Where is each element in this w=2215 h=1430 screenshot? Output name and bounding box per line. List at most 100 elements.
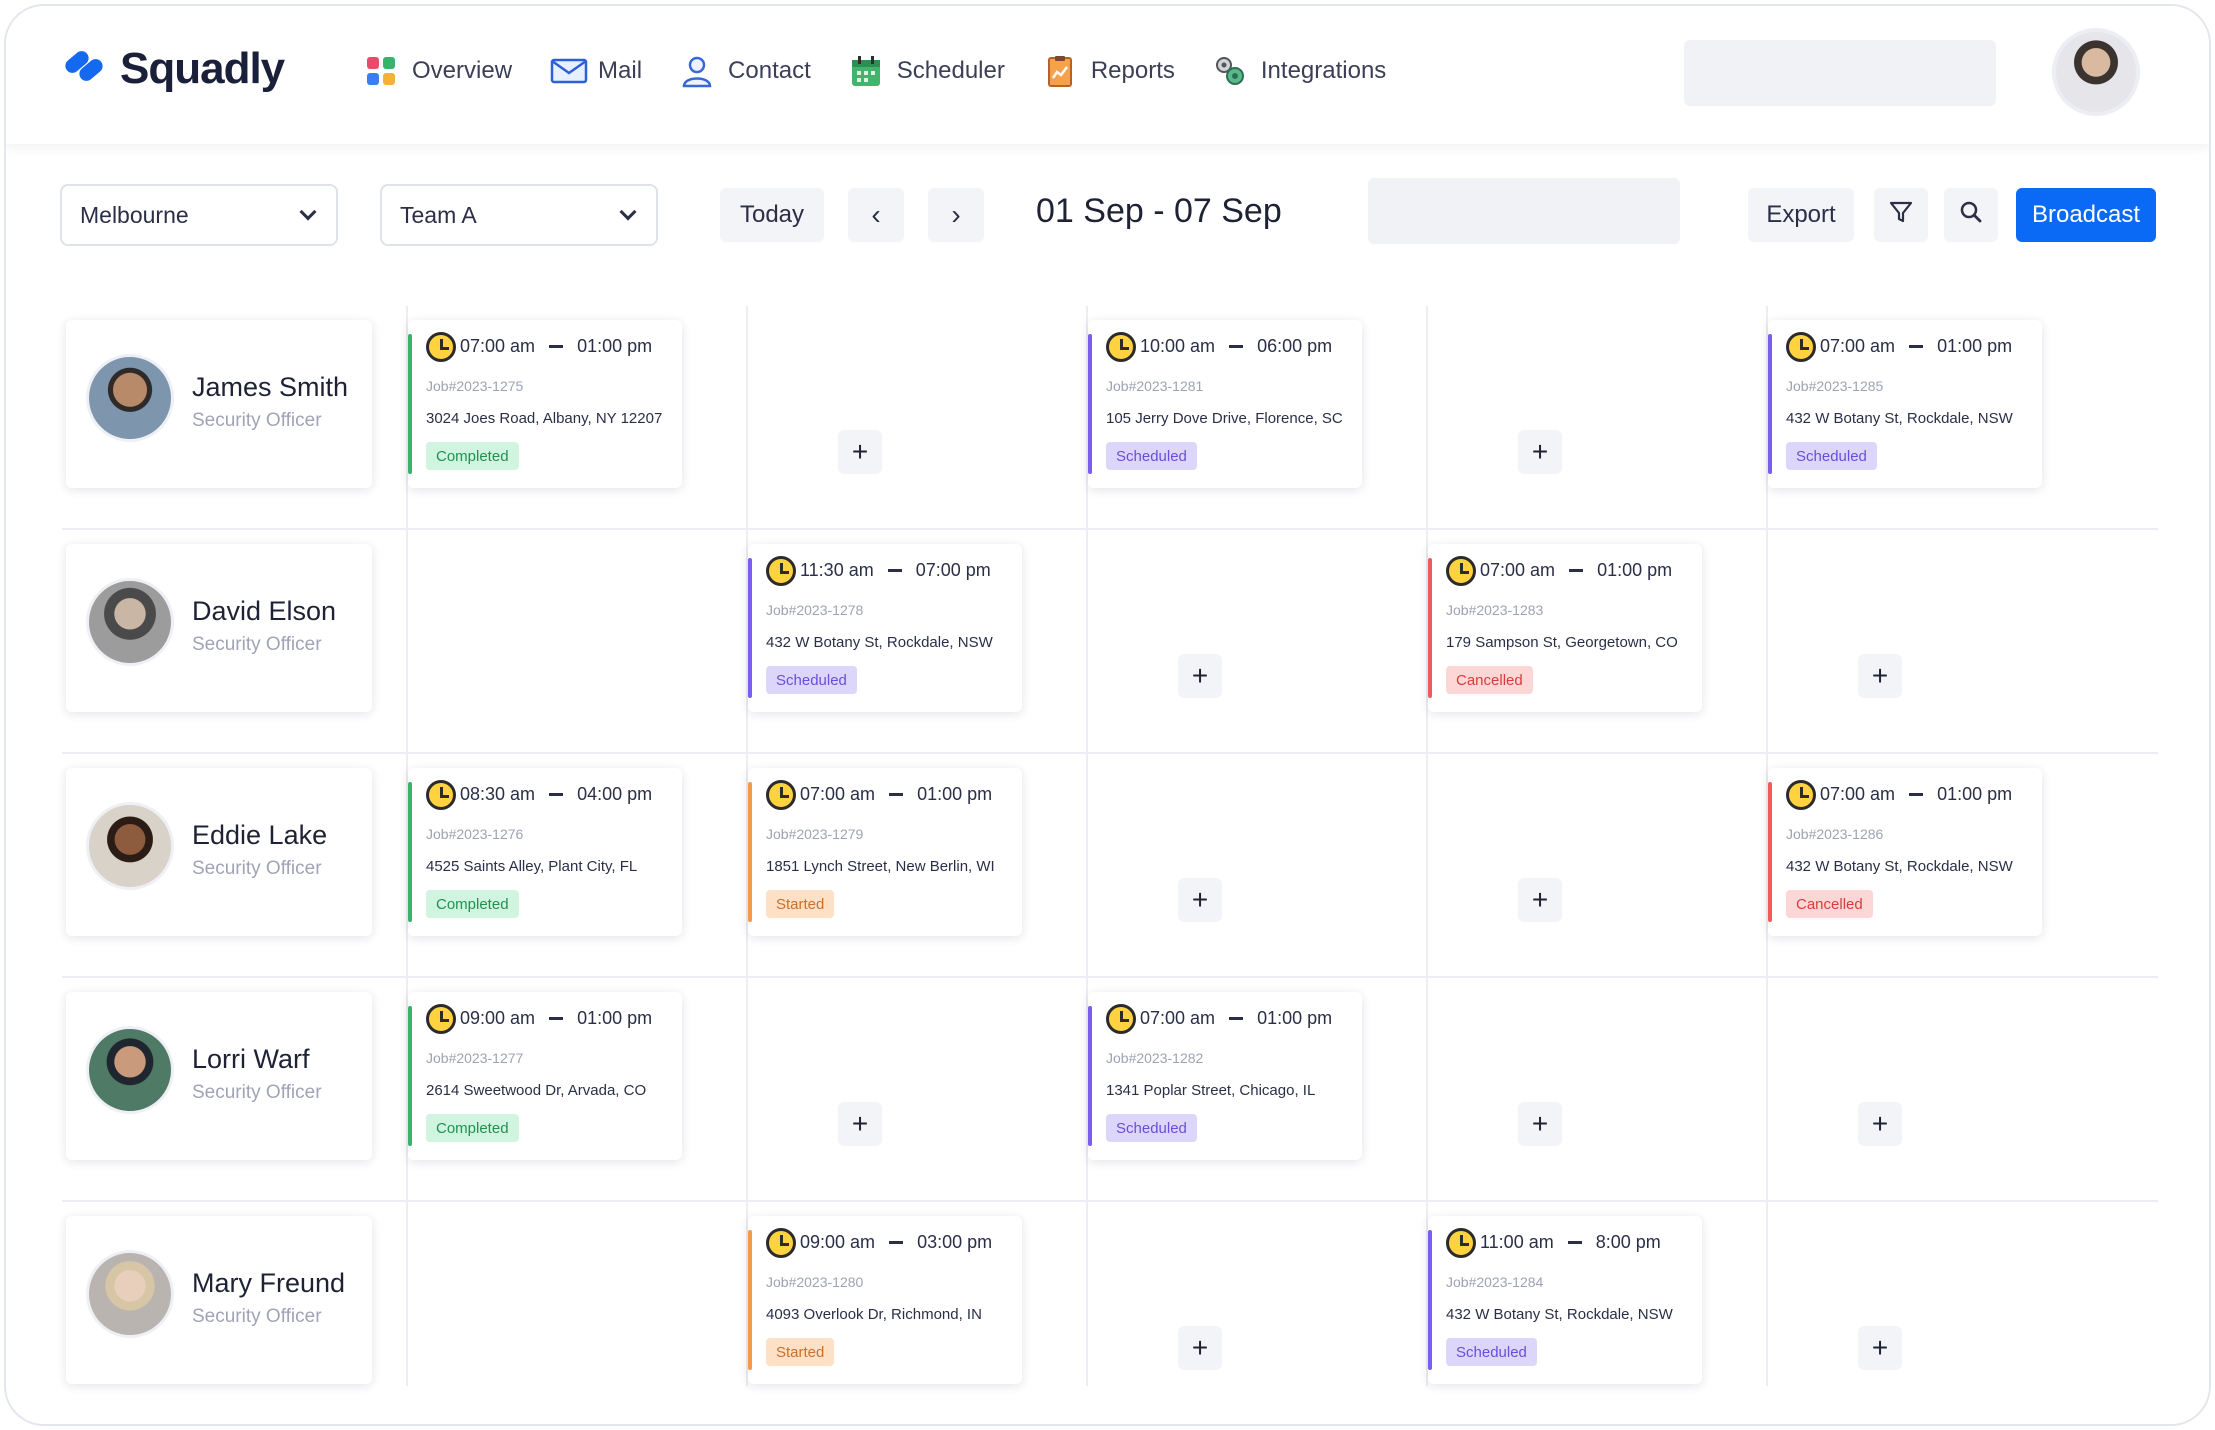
next-week-button[interactable]: › (928, 188, 984, 242)
filter-button[interactable] (1874, 188, 1928, 242)
shift-card[interactable]: 11:00 am 8:00 pm Job#2023-1284 432 W Botany… (1428, 1216, 1702, 1384)
shift-end: 03:00 pm (917, 1232, 993, 1252)
status-bar (748, 558, 752, 698)
calendar-icon (849, 54, 883, 88)
shift-card[interactable]: 07:00 am 01:00 pm Job#2023-1285 432 W Botan… (1768, 320, 2042, 488)
top-search-box[interactable] (1684, 40, 1996, 106)
status-badge: Scheduled (1106, 442, 1197, 470)
dash (1569, 569, 1584, 572)
dash (1567, 1241, 1582, 1244)
job-address: 1341 Poplar Street, Chicago, IL (1106, 1082, 1316, 1099)
employee-card[interactable]: Lorri Warf Security Officer (66, 992, 372, 1160)
add-shift-button[interactable]: + (1178, 1326, 1222, 1370)
status-badge: Completed (426, 890, 519, 918)
nav-item-integrations[interactable]: Integrations (1213, 54, 1386, 88)
nav-label: Contact (728, 57, 811, 84)
prev-week-button[interactable]: ‹ (848, 188, 904, 242)
shift-card[interactable]: 11:30 am 07:00 pm Job#2023-1278 432 W Botan… (748, 544, 1022, 712)
job-address: 1851 Lynch Street, New Berlin, WI (766, 858, 995, 875)
clock-icon (1106, 332, 1136, 362)
export-button[interactable]: Export (1748, 188, 1854, 242)
location-select[interactable]: Melbourne (60, 184, 338, 246)
brand-logo[interactable]: Squadly (62, 44, 285, 94)
add-shift-button[interactable]: + (1518, 878, 1562, 922)
search-button[interactable] (1944, 188, 1998, 242)
shift-time: 11:00 am 8:00 pm (1480, 1232, 1661, 1253)
status-bar (1428, 1230, 1432, 1370)
broadcast-button[interactable]: Broadcast (2016, 188, 2156, 242)
nav-label: Mail (598, 57, 643, 84)
status-bar (748, 782, 752, 922)
nav-label: Scheduler (896, 57, 1005, 84)
employee-row: Mary Freund Security Officer 09:00 am 03:00… (62, 1202, 2158, 1424)
status-badge: Scheduled (1106, 1114, 1197, 1142)
job-address: 105 Jerry Dove Drive, Florence, SC (1106, 410, 1343, 427)
shift-end: 01:00 pm (1597, 560, 1673, 580)
employee-card[interactable]: Mary Freund Security Officer (66, 1216, 372, 1384)
shift-card[interactable]: 08:30 am 04:00 pm Job#2023-1276 4525 Saints… (408, 768, 682, 936)
clock-icon (1786, 780, 1816, 810)
employee-role: Security Officer (192, 1306, 322, 1327)
employee-card[interactable]: Eddie Lake Security Officer (66, 768, 372, 936)
user-avatar[interactable] (2052, 28, 2140, 116)
employee-name: James Smith (192, 372, 349, 402)
shift-card[interactable]: 07:00 am 01:00 pm Job#2023-1286 432 W Botan… (1768, 768, 2042, 936)
nav-item-reports[interactable]: Reports (1043, 54, 1175, 88)
job-address: 432 W Botany St, Rockdale, NSW (1786, 858, 2013, 875)
employee-name: David Elson (192, 596, 337, 626)
shift-card[interactable]: 07:00 am 01:00 pm Job#2023-1282 1341 Poplar… (1088, 992, 1362, 1160)
shift-time: 07:00 am 01:00 pm (1140, 1008, 1332, 1029)
shift-card[interactable]: 10:00 am 06:00 pm Job#2023-1281 105 Jerry D… (1088, 320, 1362, 488)
job-id: Job#2023-1283 (1446, 602, 1544, 618)
brand-name: Squadly (120, 44, 285, 93)
shift-end: 06:00 pm (1257, 336, 1333, 356)
nav-item-overview[interactable]: Overview (364, 54, 512, 88)
job-address: 2614 Sweetwood Dr, Arvada, CO (426, 1082, 647, 1099)
add-shift-button[interactable]: + (1518, 1102, 1562, 1146)
today-button[interactable]: Today (720, 188, 824, 242)
nav-label: Overview (412, 57, 513, 84)
status-bar (748, 1230, 752, 1370)
dash (1909, 345, 1924, 348)
shift-card[interactable]: 07:00 am 01:00 pm Job#2023-1283 179 Sampson… (1428, 544, 1702, 712)
nav-item-mail[interactable]: Mail (550, 54, 642, 88)
shift-end: 01:00 pm (1937, 784, 2013, 804)
avatar (86, 1250, 174, 1338)
add-shift-button[interactable]: + (838, 430, 882, 474)
add-shift-button[interactable]: + (1178, 878, 1222, 922)
column-divider (1086, 306, 1088, 1386)
add-shift-button[interactable]: + (1518, 430, 1562, 474)
status-bar (408, 334, 412, 474)
shift-end: 01:00 pm (1257, 1008, 1333, 1028)
employee-name: Mary Freund (192, 1268, 346, 1298)
shift-card[interactable]: 07:00 am 01:00 pm Job#2023-1275 3024 Joes R… (408, 320, 682, 488)
add-shift-button[interactable]: + (1858, 654, 1902, 698)
employee-card[interactable]: James Smith Security Officer (66, 320, 372, 488)
toolbar-input[interactable] (1368, 178, 1680, 244)
employee-card[interactable]: David Elson Security Officer (66, 544, 372, 712)
shift-card[interactable]: 07:00 am 01:00 pm Job#2023-1279 1851 Lynch … (748, 768, 1022, 936)
add-shift-button[interactable]: + (1178, 654, 1222, 698)
nav-item-scheduler[interactable]: Scheduler (849, 54, 1005, 88)
add-shift-button[interactable]: + (838, 1102, 882, 1146)
add-shift-button[interactable]: + (1858, 1326, 1902, 1370)
add-shift-button[interactable]: + (1858, 1102, 1902, 1146)
dash (1909, 793, 1924, 796)
shift-end: 01:00 pm (577, 1008, 653, 1028)
main-nav: Overview Mail Contact Scheduler (364, 54, 1386, 88)
team-select[interactable]: Team A (380, 184, 658, 246)
mail-icon (550, 54, 588, 88)
clock-icon (1446, 1228, 1476, 1258)
shift-card[interactable]: 09:00 am 03:00 pm Job#2023-1280 4093 Overlo… (748, 1216, 1022, 1384)
job-id: Job#2023-1286 (1786, 826, 1884, 842)
shift-start: 07:00 am (1140, 1008, 1216, 1028)
shift-start: 07:00 am (1480, 560, 1556, 580)
job-id: Job#2023-1282 (1106, 1050, 1204, 1066)
shift-start: 09:00 am (460, 1008, 536, 1028)
nav-item-contact[interactable]: Contact (680, 54, 811, 88)
clock-icon (426, 332, 456, 362)
shift-end: 01:00 pm (577, 336, 653, 356)
shift-time: 07:00 am 01:00 pm (1480, 560, 1672, 581)
job-address: 432 W Botany St, Rockdale, NSW (1786, 410, 2013, 427)
shift-card[interactable]: 09:00 am 01:00 pm Job#2023-1277 2614 Sweetw… (408, 992, 682, 1160)
